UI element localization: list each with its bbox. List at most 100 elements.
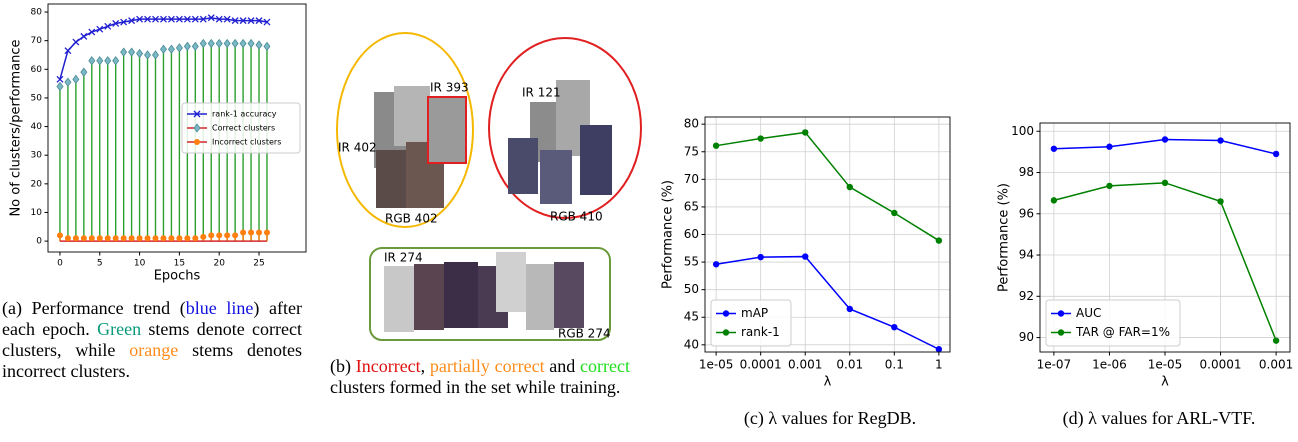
marker bbox=[264, 230, 270, 236]
legend-label: AUC bbox=[1076, 306, 1101, 320]
marker bbox=[723, 310, 729, 316]
marker bbox=[802, 253, 808, 259]
x-tick-label: 0.0001 bbox=[740, 358, 782, 372]
photo-label: IR 274 bbox=[384, 251, 423, 265]
marker bbox=[168, 45, 174, 53]
panel-b: IR 393 IR 402 RGB 402 IR 121 RGB 410 IR … bbox=[337, 33, 641, 341]
x-tick-label: 1e-05 bbox=[699, 358, 734, 372]
marker bbox=[713, 261, 719, 267]
photo bbox=[554, 262, 584, 328]
caption-part: partially correct bbox=[430, 356, 545, 376]
photo-label: IR 402 bbox=[338, 141, 377, 155]
marker bbox=[248, 40, 254, 48]
y-tick-label: 50 bbox=[684, 282, 699, 296]
x-tick-label: 0 bbox=[57, 259, 63, 269]
marker bbox=[89, 57, 95, 65]
x-tick-label: 1e-07 bbox=[1037, 358, 1072, 372]
y-tick-label: 92 bbox=[1019, 289, 1034, 303]
caption-part: clusters formed in the set while trainin… bbox=[330, 377, 620, 397]
x-tick-label: 10 bbox=[134, 259, 146, 269]
caption: (b) Incorrect, partially correct and cor… bbox=[330, 356, 630, 398]
marker bbox=[184, 42, 190, 50]
photo bbox=[508, 138, 538, 194]
legend-label: rank-1 bbox=[741, 325, 780, 339]
marker bbox=[1051, 146, 1057, 152]
y-tick-label: 10 bbox=[31, 208, 43, 218]
marker bbox=[153, 51, 159, 59]
marker bbox=[137, 50, 143, 58]
marker bbox=[256, 230, 262, 236]
y-tick-label: 94 bbox=[1019, 248, 1034, 262]
marker bbox=[160, 45, 166, 53]
marker bbox=[65, 235, 71, 241]
marker bbox=[129, 48, 135, 56]
x-tick-label: 1 bbox=[935, 358, 943, 372]
marker bbox=[176, 235, 182, 241]
y-tick-label: 50 bbox=[31, 93, 43, 103]
marker bbox=[232, 40, 238, 48]
y-tick-label: 96 bbox=[1019, 206, 1034, 220]
photo bbox=[444, 262, 478, 328]
photo bbox=[414, 264, 444, 330]
marker bbox=[81, 235, 87, 241]
legend-label: Incorrect clusters bbox=[212, 138, 281, 147]
x-tick-label: 1e-05 bbox=[1148, 358, 1183, 372]
legend-label: TAR @ FAR=1% bbox=[1075, 325, 1170, 339]
marker bbox=[936, 346, 942, 352]
marker bbox=[97, 57, 103, 65]
x-tick-label: 0.001 bbox=[788, 358, 822, 372]
y-tick-label: 75 bbox=[684, 144, 699, 158]
y-tick-label: 0 bbox=[36, 237, 42, 247]
photo-label: RGB 402 bbox=[385, 212, 438, 226]
marker bbox=[208, 40, 214, 48]
marker bbox=[936, 237, 942, 243]
y-tick-label: 30 bbox=[31, 151, 43, 161]
marker bbox=[224, 40, 230, 48]
marker bbox=[224, 232, 230, 238]
x-tick-label: 0.0001 bbox=[1200, 358, 1242, 372]
marker bbox=[81, 68, 87, 76]
marker bbox=[57, 232, 63, 238]
x-axis-label: λ bbox=[1161, 375, 1169, 390]
marker bbox=[73, 39, 79, 45]
photo bbox=[580, 125, 612, 195]
marker bbox=[1106, 144, 1112, 150]
marker bbox=[145, 235, 151, 241]
y-tick-label: 70 bbox=[31, 36, 43, 46]
y-axis-label: Performance (%) bbox=[997, 183, 1012, 292]
marker bbox=[200, 40, 206, 48]
x-tick-label: 5 bbox=[97, 259, 103, 269]
photo bbox=[496, 252, 526, 312]
marker bbox=[240, 230, 246, 236]
marker bbox=[121, 235, 127, 241]
marker bbox=[757, 254, 763, 260]
x-tick-label: 1e-06 bbox=[1092, 358, 1127, 372]
marker bbox=[129, 235, 135, 241]
marker bbox=[1058, 310, 1064, 316]
caption-part: (b) bbox=[330, 356, 356, 376]
y-axis-label: No of clusters/performance bbox=[9, 39, 24, 216]
photo bbox=[526, 264, 554, 330]
marker bbox=[200, 234, 206, 240]
caption-part: correct bbox=[580, 356, 630, 376]
y-tick-label: 90 bbox=[1019, 330, 1034, 344]
y-tick-label: 40 bbox=[684, 337, 699, 351]
photo-label: IR 121 bbox=[522, 86, 561, 100]
x-tick-label: 0.01 bbox=[836, 358, 863, 372]
photo-label: RGB 274 bbox=[558, 327, 611, 341]
photo-highlight bbox=[428, 97, 466, 163]
y-tick-label: 45 bbox=[684, 310, 699, 324]
caption: (c) λ values for RegDB. bbox=[680, 408, 980, 429]
photo bbox=[540, 150, 572, 204]
marker bbox=[192, 235, 198, 241]
marker bbox=[81, 33, 87, 39]
caption-part: Green bbox=[97, 319, 141, 339]
marker bbox=[176, 44, 182, 52]
legend-label: mAP bbox=[741, 306, 768, 320]
caption: (a) Performance trend (blue line) after … bbox=[2, 298, 302, 382]
y-tick-label: 60 bbox=[31, 65, 43, 75]
caption-part: and bbox=[545, 356, 580, 376]
marker bbox=[97, 235, 103, 241]
marker bbox=[184, 235, 190, 241]
marker bbox=[723, 329, 729, 335]
